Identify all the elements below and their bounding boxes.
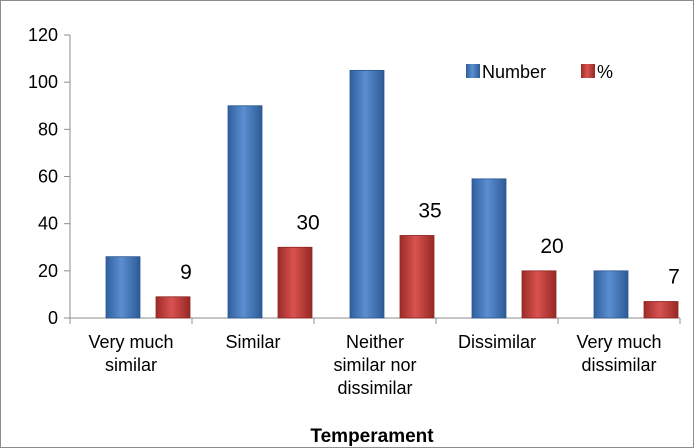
bar-number <box>471 178 507 319</box>
y-tick-label: 100 <box>28 72 58 92</box>
y-tick-label: 60 <box>38 167 58 187</box>
data-label: 9 <box>180 261 192 284</box>
bar-number <box>593 270 629 319</box>
data-labels: 9 30 35 20 7 <box>180 199 680 288</box>
bar-percent <box>155 296 191 319</box>
data-label: 30 <box>296 211 319 234</box>
bar-percent <box>277 246 313 319</box>
data-label: 7 <box>668 265 680 288</box>
data-label: 20 <box>540 235 563 258</box>
x-axis-title: Temperament <box>310 426 434 447</box>
category-label: dissimilar <box>337 378 412 398</box>
bars <box>105 69 679 319</box>
y-axis: 0 20 40 60 80 100 120 <box>28 25 71 328</box>
y-tick-label: 120 <box>28 25 58 45</box>
legend-label-number: Number <box>482 62 546 82</box>
bar-percent <box>521 270 557 319</box>
y-tick-label: 40 <box>38 214 58 234</box>
bar-number <box>227 105 263 319</box>
x-axis <box>69 317 681 324</box>
category-label: similar nor <box>333 355 416 375</box>
category-labels: Very much similar Similar Neither similar no… <box>88 332 661 398</box>
category-label: Neither <box>346 332 404 352</box>
bar-percent <box>399 235 435 319</box>
legend-swatch-number <box>466 64 480 78</box>
bar-number <box>105 256 141 319</box>
y-tick-label: 80 <box>38 119 58 139</box>
legend-label-percent: % <box>597 62 613 82</box>
bar-percent <box>643 301 679 319</box>
category-label: Very much <box>88 332 173 352</box>
category-label: similar <box>105 355 157 375</box>
legend-swatch-percent <box>581 64 595 78</box>
legend: Number % <box>466 62 613 82</box>
category-label: Dissimilar <box>458 332 536 352</box>
y-tick-label: 20 <box>38 261 58 281</box>
category-label: Very much <box>576 332 661 352</box>
category-label: dissimilar <box>581 355 656 375</box>
bar-number <box>349 69 385 319</box>
data-label: 35 <box>418 199 441 222</box>
category-label: Similar <box>225 332 280 352</box>
y-tick-label: 0 <box>48 308 58 328</box>
